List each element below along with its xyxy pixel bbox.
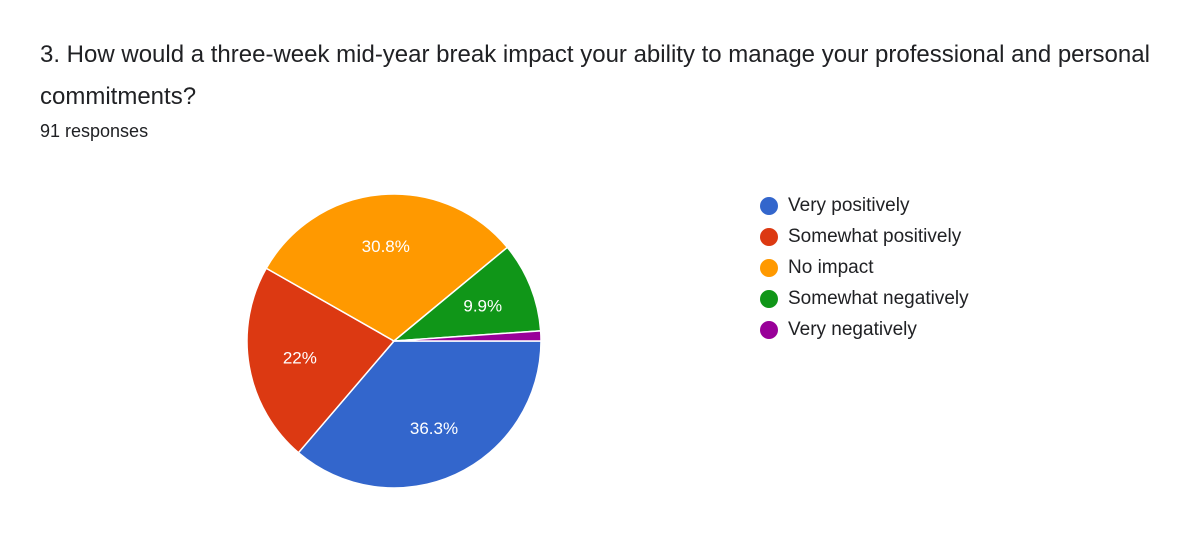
legend-swatch [760,227,778,246]
legend-item-somewhat-positively[interactable]: Somewhat positively [760,221,969,252]
legend-item-very-positively[interactable]: Very positively [760,190,969,221]
chart-legend: Very positively Somewhat positively No imp… [760,190,969,345]
legend-swatch [760,196,778,215]
slice-label-no-impact: 30.8% [362,237,410,256]
pie-slice-very-positively[interactable] [297,340,542,489]
legend-swatch [760,289,778,308]
pie-slice-somewhat-negatively[interactable] [391,246,542,342]
legend-swatch [760,258,778,277]
legend-label: Very positively [788,194,910,216]
legend-label: Somewhat positively [788,225,962,247]
legend-label: Somewhat negatively [788,287,969,309]
legend-item-very-negatively[interactable]: Very negatively [760,314,969,345]
legend-label: No impact [788,256,874,278]
slice-label-somewhat-positively: 22% [283,348,317,367]
legend-item-somewhat-negatively[interactable]: Somewhat negatively [760,283,969,314]
pie-slice-very-negatively[interactable] [393,330,542,342]
slice-label-very-positively: 36.3% [410,419,458,438]
pie-slice-no-impact[interactable] [265,193,509,342]
question-title: 3. How would a three-week mid-year break… [40,41,1150,110]
pie-slice-somewhat-positively[interactable] [246,267,396,454]
slice-label-somewhat-negatively: 9.9% [463,297,502,316]
legend-item-no-impact[interactable]: No impact [760,252,969,283]
legend-swatch [760,320,778,339]
response-count: 91 responses [40,121,149,141]
legend-label: Very negatively [788,318,917,340]
